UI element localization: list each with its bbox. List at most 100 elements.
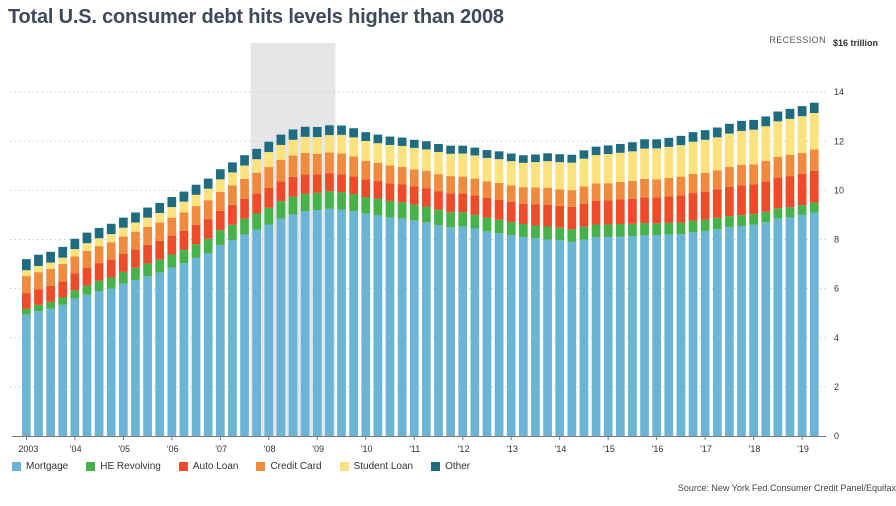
bar-mortgage	[106, 288, 116, 436]
bar-auto-loan	[215, 210, 225, 231]
bar-auto-loan	[228, 204, 237, 225]
bar-mortgage	[361, 213, 371, 436]
bar-credit-card	[809, 149, 819, 171]
bar-auto-loan	[652, 197, 662, 224]
bar-auto-loan	[34, 289, 43, 305]
recession-label: RECESSION	[769, 35, 826, 45]
bar-mortgage	[155, 272, 165, 436]
bar-mortgage	[506, 235, 516, 436]
bar-other	[349, 128, 358, 138]
bar-other	[676, 135, 686, 146]
bar-credit-card	[761, 160, 771, 182]
bar-mortgage	[579, 239, 589, 436]
legend-swatch-mortgage	[12, 462, 21, 471]
bar-mortgage	[191, 257, 201, 436]
bar-credit-card	[385, 165, 395, 184]
bar-other	[712, 127, 722, 138]
bar-mortgage	[652, 235, 662, 436]
bar-mortgage	[228, 239, 237, 436]
bar-student-loan	[46, 262, 55, 269]
bar-auto-loan	[688, 193, 698, 221]
bar-other	[361, 132, 371, 142]
bar-auto-loan	[82, 267, 92, 286]
bar-auto-loan	[676, 195, 686, 223]
bar-student-loan	[579, 158, 589, 187]
bar-credit-card	[179, 212, 189, 231]
bar-he-revolving	[361, 197, 371, 214]
bar-student-loan	[518, 162, 528, 188]
bar-other	[434, 143, 443, 153]
bar-student-loan	[118, 227, 128, 237]
bar-credit-card	[725, 167, 734, 187]
bar-mortgage	[446, 227, 455, 436]
bar-he-revolving	[737, 215, 746, 226]
bar-student-loan	[567, 162, 577, 191]
x-tick-label: 2003	[18, 444, 38, 454]
bar-credit-card	[749, 164, 758, 185]
bar-credit-card	[215, 191, 225, 211]
bar-other	[664, 137, 674, 147]
bar-he-revolving	[22, 308, 31, 315]
bar-student-loan	[482, 157, 492, 182]
bar-he-revolving	[494, 219, 504, 234]
bar-he-revolving	[676, 222, 686, 235]
bar-student-loan	[131, 222, 140, 232]
bar-mortgage	[240, 234, 249, 436]
bar-credit-card	[603, 183, 613, 201]
bar-credit-card	[106, 242, 116, 260]
bar-auto-loan	[337, 174, 346, 193]
bar-credit-card	[94, 246, 104, 264]
bar-student-loan	[106, 234, 116, 243]
legend-item-other: Other	[431, 461, 470, 472]
bar-mortgage	[58, 304, 68, 436]
x-tick-label: '05	[118, 444, 130, 454]
bar-credit-card	[252, 172, 262, 194]
bar-auto-loan	[628, 198, 637, 224]
bar-he-revolving	[628, 223, 637, 237]
bar-he-revolving	[264, 207, 274, 225]
bar-other	[543, 153, 552, 162]
bar-he-revolving	[58, 297, 68, 305]
bar-student-loan	[688, 141, 698, 174]
bar-credit-card	[494, 183, 504, 200]
bar-student-loan	[312, 137, 322, 154]
bar-other	[106, 223, 116, 235]
bar-auto-loan	[106, 259, 116, 278]
y-tick-label: 0	[834, 431, 839, 441]
bar-student-loan	[446, 153, 455, 177]
bar-he-revolving	[143, 263, 152, 277]
bar-auto-loan	[506, 201, 516, 223]
bar-mortgage	[143, 276, 152, 436]
bar-auto-loan	[749, 184, 758, 215]
bar-other	[179, 191, 189, 202]
x-tick-label: '18	[749, 444, 761, 454]
bar-auto-loan	[373, 181, 383, 199]
bar-mortgage	[688, 232, 698, 436]
bar-he-revolving	[700, 219, 710, 231]
bar-he-revolving	[82, 285, 92, 295]
bar-student-loan	[361, 141, 371, 161]
bar-auto-loan	[143, 244, 152, 264]
bar-mortgage	[422, 222, 431, 436]
bar-credit-card	[300, 153, 310, 175]
bar-other	[143, 207, 152, 218]
bar-he-revolving	[228, 224, 237, 240]
legend-item-he-revolving: HE Revolving	[86, 461, 161, 472]
bar-auto-loan	[131, 249, 140, 268]
bar-mortgage	[470, 228, 480, 436]
bar-auto-loan	[761, 181, 771, 212]
bar-credit-card	[34, 272, 43, 290]
bar-mortgage	[531, 238, 540, 436]
bar-auto-loan	[58, 281, 68, 298]
bar-mortgage	[458, 226, 468, 436]
y-tick-label: 6	[834, 284, 839, 294]
bar-mortgage	[785, 217, 795, 436]
bar-auto-loan	[70, 273, 80, 291]
bar-student-loan	[22, 270, 31, 277]
bar-credit-card	[325, 152, 334, 174]
bar-other	[785, 108, 795, 119]
bar-he-revolving	[749, 214, 758, 225]
bar-student-loan	[797, 116, 807, 153]
x-tick-label: '12	[458, 444, 470, 454]
bar-credit-card	[264, 167, 274, 188]
